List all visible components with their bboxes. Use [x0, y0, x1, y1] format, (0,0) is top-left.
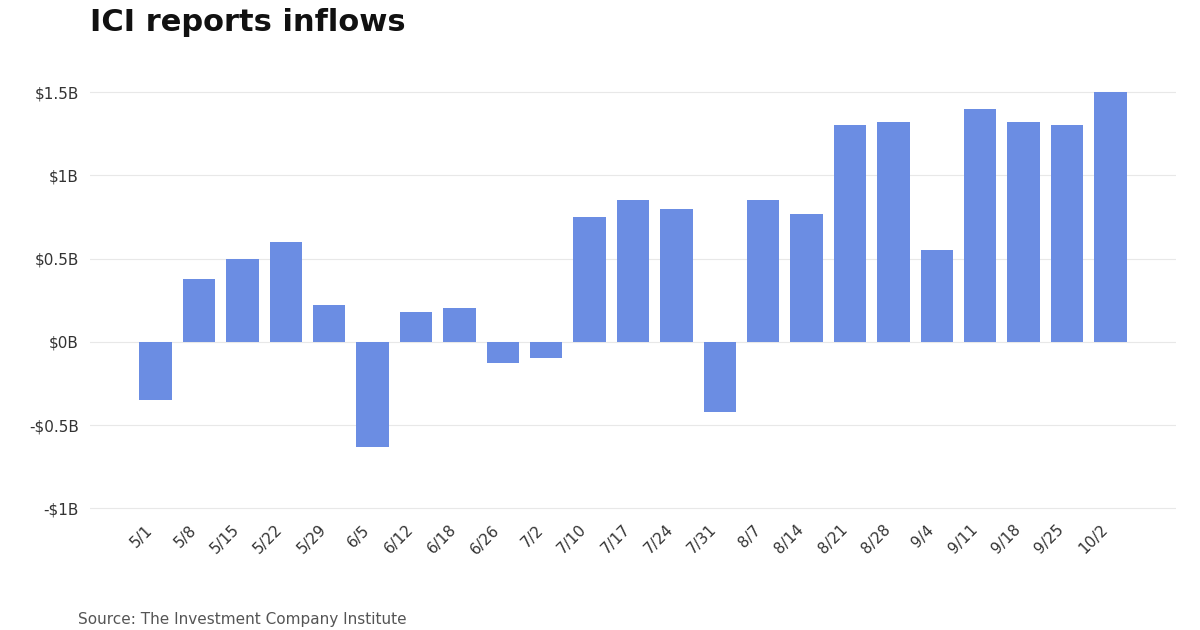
Bar [486, 341, 520, 364]
Bar [530, 341, 563, 358]
Bar [182, 278, 215, 341]
Bar [1007, 122, 1040, 341]
Bar [443, 309, 475, 341]
Bar [660, 209, 692, 341]
Bar [139, 341, 172, 400]
Text: ICI reports inflows: ICI reports inflows [90, 8, 406, 37]
Bar [226, 258, 259, 341]
Bar [574, 217, 606, 341]
Bar [617, 200, 649, 341]
Bar [1051, 125, 1084, 341]
Bar [356, 341, 389, 447]
Bar [920, 250, 953, 341]
Bar [877, 122, 910, 341]
Bar [746, 200, 780, 341]
Bar [400, 312, 432, 341]
Bar [270, 242, 302, 341]
Bar [1094, 92, 1127, 341]
Bar [791, 214, 823, 341]
Text: Source: The Investment Company Institute: Source: The Investment Company Institute [78, 612, 407, 627]
Bar [313, 305, 346, 341]
Bar [703, 341, 736, 412]
Bar [834, 125, 866, 341]
Bar [964, 108, 996, 341]
